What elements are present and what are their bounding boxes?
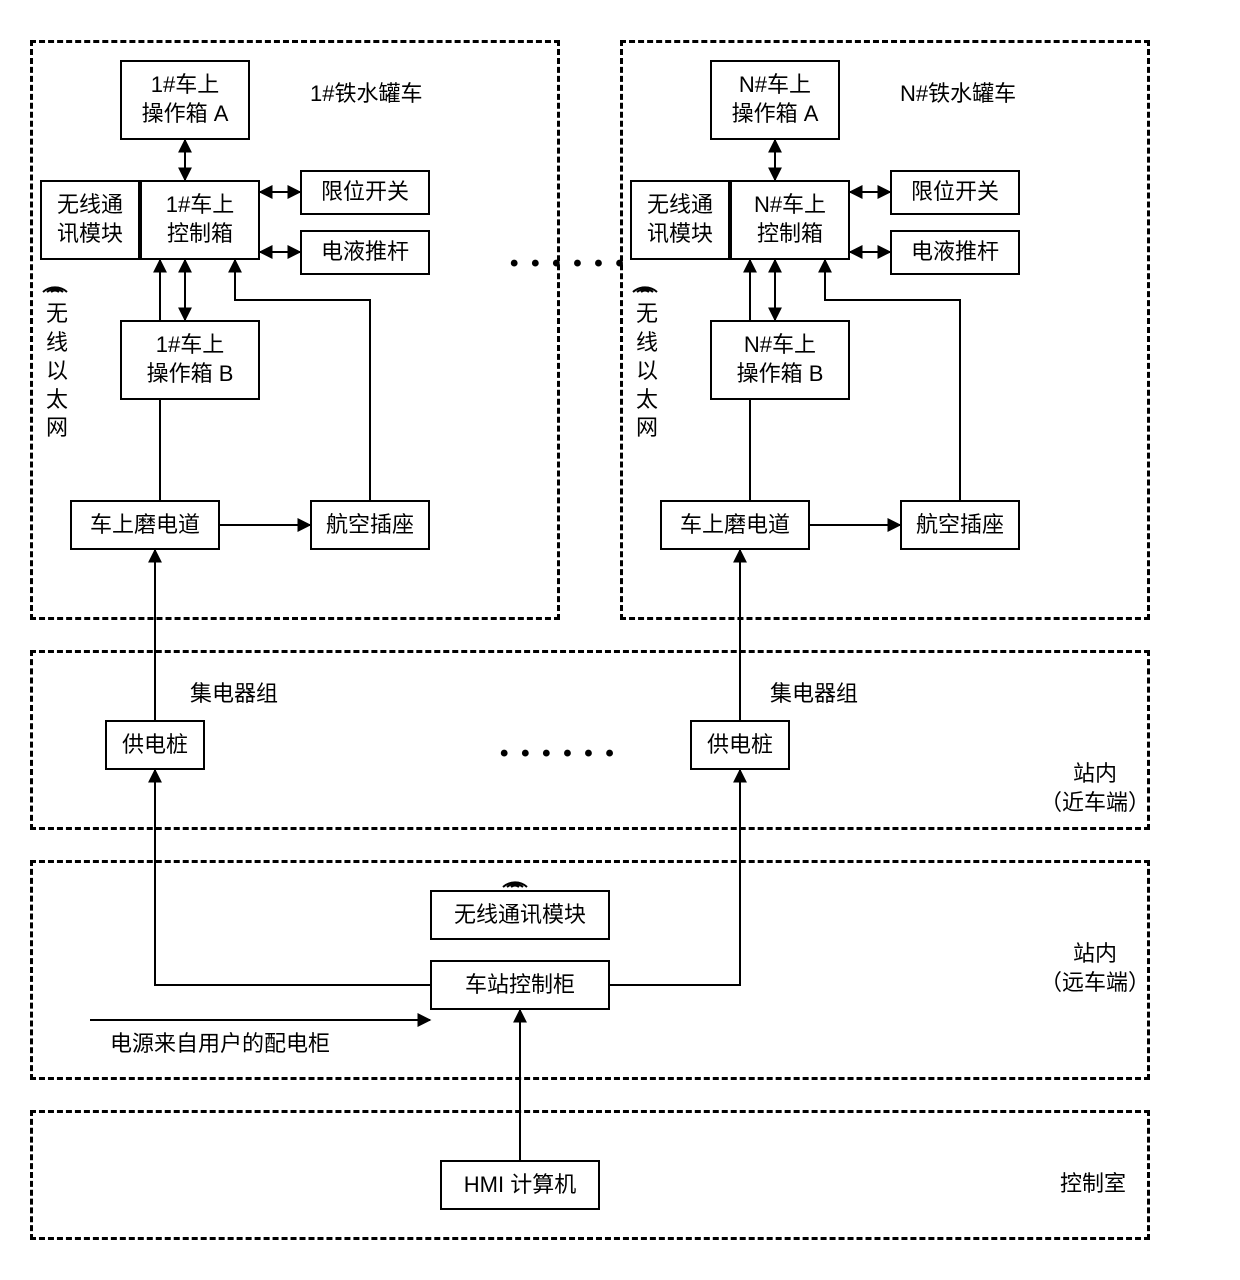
node-station_ctrl: 车站控制柜	[430, 960, 610, 1010]
free-label: 无 线 以 太 网	[636, 300, 658, 443]
node-c1_ctrl: 1#车上 控制箱	[140, 180, 260, 260]
node-cN_ctrl: N#车上 控制箱	[730, 180, 850, 260]
node-cN_opB: N#车上 操作箱 B	[710, 320, 850, 400]
node-c1_aviation: 航空插座	[310, 500, 430, 550]
group-label-carN: N#铁水罐车	[900, 80, 1016, 109]
node-cN_limit: 限位开关	[890, 170, 1020, 215]
wifi-icon	[40, 270, 70, 301]
node-c1_opA: 1#车上 操作箱 A	[120, 60, 250, 140]
free-label: 集电器组	[770, 680, 858, 709]
node-c1_push: 电液推杆	[300, 230, 430, 275]
node-far_wireless: 无线通讯模块	[430, 890, 610, 940]
node-cN_aviation: 航空插座	[900, 500, 1020, 550]
diagram-canvas: 1#铁水罐车 N#铁水罐车站内 （近车端） 站内 （远车端） 控制室 1#车上 操作箱…	[0, 0, 1240, 1280]
node-c1_opB: 1#车上 操作箱 B	[120, 320, 260, 400]
free-label: 电源来自用户的配电柜	[110, 1030, 330, 1059]
group-label-control: 控制室	[1060, 1170, 1126, 1199]
node-hmi: HMI 计算机	[440, 1160, 600, 1210]
node-c1_limit: 限位开关	[300, 170, 430, 215]
node-cN_rail: 车上磨电道	[660, 500, 810, 550]
node-c1_wireless: 无线通 讯模块	[40, 180, 140, 260]
group-label-car1: 1#铁水罐车	[310, 80, 422, 109]
free-label: 无 线 以 太 网	[46, 300, 68, 443]
node-pileN: 供电桩	[690, 720, 790, 770]
wifi-icon	[630, 270, 660, 301]
ellipsis: • • • • • •	[510, 250, 627, 278]
node-c1_rail: 车上磨电道	[70, 500, 220, 550]
ellipsis: • • • • • •	[500, 740, 617, 768]
free-label: 集电器组	[190, 680, 278, 709]
wifi-icon	[500, 865, 530, 896]
node-cN_push: 电液推杆	[890, 230, 1020, 275]
group-label-near: 站内 （近车端）	[1040, 760, 1150, 817]
node-pile1: 供电桩	[105, 720, 205, 770]
node-cN_opA: N#车上 操作箱 A	[710, 60, 840, 140]
group-label-far: 站内 （远车端）	[1040, 940, 1150, 997]
node-cN_wireless: 无线通 讯模块	[630, 180, 730, 260]
